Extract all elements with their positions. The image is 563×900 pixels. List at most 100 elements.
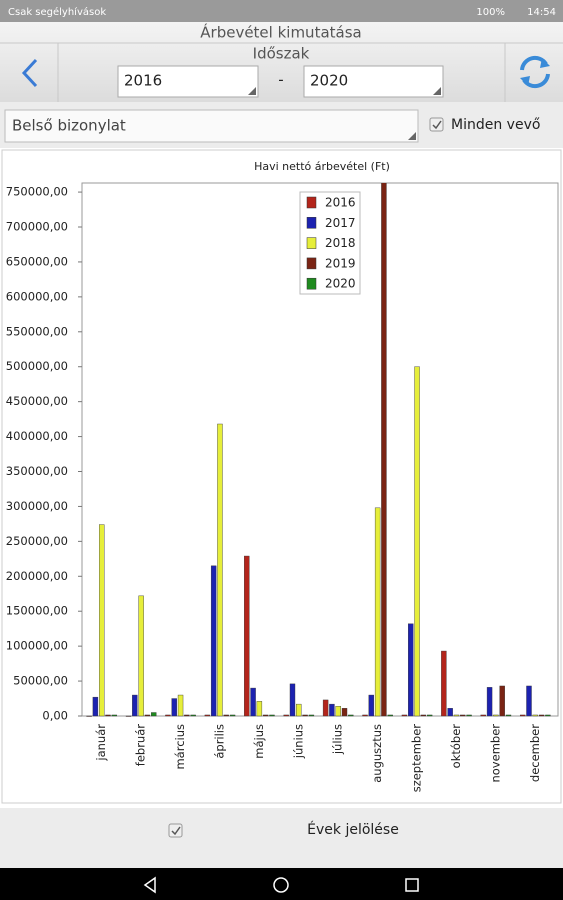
bar	[493, 714, 499, 717]
bar	[125, 715, 132, 717]
x-tick-label: május	[252, 724, 266, 759]
legend-swatch	[306, 237, 317, 249]
bar	[362, 714, 368, 717]
legend-label: 2019	[325, 256, 356, 270]
bar	[86, 715, 92, 717]
bar	[466, 714, 472, 717]
bar	[204, 714, 211, 717]
bars	[86, 183, 551, 717]
check-mark	[432, 120, 442, 130]
bar	[505, 714, 512, 717]
legend-label: 2016	[325, 196, 356, 210]
y-tick-label: 700000,00	[6, 220, 68, 234]
x-tick-label: július	[331, 724, 345, 755]
y-tick-label: 50000,00	[13, 674, 68, 688]
clock: 14:54	[527, 7, 556, 18]
y-tick-label: 400000,00	[6, 429, 68, 443]
x-tick-label: december	[528, 724, 542, 782]
status-bar	[0, 0, 563, 22]
bar	[184, 714, 190, 717]
x-tick-label: április	[212, 724, 226, 759]
refresh-button[interactable]	[520, 55, 550, 89]
bar	[408, 623, 414, 717]
y-tick-label: 500000,00	[6, 359, 68, 373]
back-button[interactable]	[21, 58, 38, 88]
battery: 100%	[476, 7, 505, 18]
bar	[262, 714, 269, 717]
legend-swatch	[306, 217, 317, 229]
bar	[144, 714, 151, 717]
from-input[interactable]	[117, 65, 259, 98]
bar	[532, 714, 538, 717]
bar	[322, 699, 329, 717]
document-type-select[interactable]	[4, 109, 419, 143]
bar	[387, 714, 393, 717]
y-tick-label: 0,00	[42, 709, 68, 723]
x-tick-label: november	[488, 724, 502, 783]
bar	[460, 714, 466, 717]
bar	[480, 714, 486, 717]
footer	[0, 808, 563, 868]
y-tick-label: 600000,00	[6, 289, 68, 303]
carrier: Csak segélyhívások	[8, 6, 106, 18]
to-input[interactable]	[303, 65, 444, 98]
bar	[132, 694, 138, 717]
x-tick-label: október	[449, 724, 463, 769]
bar	[283, 714, 289, 717]
bar	[210, 565, 217, 717]
bar	[426, 714, 433, 717]
y-tick-label: 350000,00	[6, 464, 68, 478]
header	[0, 22, 563, 102]
bar	[348, 714, 354, 717]
bar	[256, 701, 263, 717]
bar	[420, 714, 427, 717]
all-customers-checkbox[interactable]	[429, 117, 444, 132]
all-customers-label: Minden vevő	[451, 117, 540, 133]
x-tick-label: március	[173, 724, 187, 770]
y-tick-label: 650000,00	[6, 254, 68, 268]
bar	[151, 712, 157, 717]
bar	[329, 703, 335, 717]
bar	[111, 714, 118, 717]
y-tick-label: 550000,00	[6, 324, 68, 338]
y-tick-label: 750000,00	[6, 185, 68, 199]
bar	[341, 708, 348, 717]
x-tick-label: június	[291, 724, 305, 759]
x-tick-label: augusztus	[370, 724, 384, 783]
legend-label: 2020	[325, 277, 356, 291]
bar	[269, 714, 275, 717]
bar	[165, 714, 171, 717]
bar	[217, 423, 223, 717]
bar	[92, 696, 99, 717]
from-value: 2016	[124, 72, 162, 90]
x-tick-label: szeptember	[410, 724, 424, 793]
bar	[441, 650, 447, 717]
nav-back[interactable]	[143, 876, 156, 894]
bar	[177, 694, 184, 717]
mark-years-checkbox[interactable]	[168, 823, 183, 838]
bar	[296, 703, 302, 717]
bar	[171, 698, 177, 717]
nav-bar	[0, 868, 563, 900]
y-tick-label: 150000,00	[6, 604, 68, 618]
bar	[374, 507, 381, 717]
separator: -	[278, 71, 283, 89]
y-tick-label: 100000,00	[6, 639, 68, 653]
bar	[244, 555, 250, 717]
nav-home[interactable]	[273, 877, 289, 893]
chart-title: Havi nettó árbevétel (Ft)	[254, 160, 390, 173]
y-tick-label: 200000,00	[6, 569, 68, 583]
to-value: 2020	[310, 72, 348, 90]
dropdown-corner	[248, 87, 256, 95]
nav-recent[interactable]	[405, 878, 419, 892]
y-tick-label: 450000,00	[6, 394, 68, 408]
bar	[223, 714, 229, 717]
bar	[229, 714, 236, 717]
bar	[414, 366, 420, 717]
legend-swatch	[306, 257, 317, 270]
bar	[519, 714, 526, 717]
bar	[335, 706, 341, 717]
legend-swatch	[306, 196, 317, 209]
bar	[447, 708, 453, 717]
